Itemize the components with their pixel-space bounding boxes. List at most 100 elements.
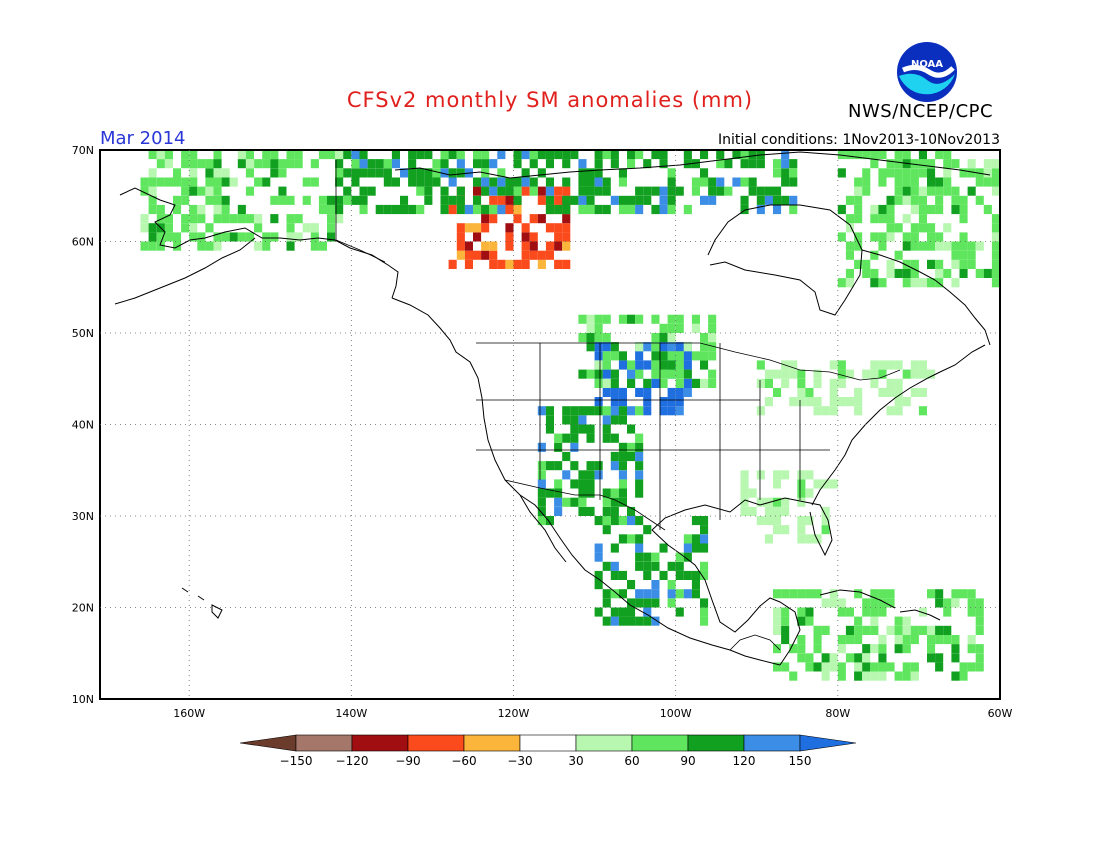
anomaly-cell	[935, 625, 944, 635]
anomaly-cell	[602, 177, 611, 187]
anomaly-cell	[140, 223, 149, 233]
anomaly-cell	[140, 177, 149, 187]
anomaly-cell	[173, 177, 182, 187]
anomaly-cell	[602, 433, 611, 443]
anomaly-cell	[683, 360, 692, 370]
anomaly-cell	[554, 186, 563, 196]
anomaly-cell	[627, 406, 636, 416]
anomaly-cell	[618, 397, 627, 407]
anomaly-cell	[618, 616, 627, 626]
anomaly-cell	[700, 195, 709, 205]
anomaly-cell	[213, 150, 222, 160]
anomaly-cell	[562, 433, 571, 443]
anomaly-cell	[610, 351, 619, 361]
anomaly-cell	[618, 534, 627, 544]
anomaly-cell	[505, 259, 514, 269]
anomaly-cell	[991, 159, 1000, 169]
anomaly-cell	[618, 204, 627, 215]
anomaly-cell	[440, 159, 449, 169]
anomaly-cell	[245, 159, 254, 169]
anomaly-cell	[959, 589, 968, 599]
anomaly-cell	[845, 241, 854, 251]
anomaly-cell	[643, 570, 652, 580]
anomaly-cell	[408, 204, 417, 215]
anomaly-cell	[173, 232, 182, 242]
anomaly-cell	[618, 570, 627, 580]
anomaly-cell	[618, 497, 627, 507]
anomaly-cell	[643, 378, 652, 388]
anomaly-cell	[594, 543, 603, 553]
lat-tick-label: 70N	[72, 144, 94, 157]
lon-tick-label: 140W	[335, 707, 367, 720]
anomaly-cell	[845, 195, 854, 205]
anomaly-cell	[797, 635, 806, 645]
anomaly-cell	[748, 159, 757, 169]
anomaly-cell	[708, 186, 717, 196]
anomaly-cell	[562, 177, 571, 187]
anomaly-cell	[148, 150, 157, 160]
anomaly-cell	[221, 195, 230, 205]
anomaly-cell	[262, 177, 271, 187]
anomaly-cell	[910, 671, 919, 681]
anomaly-cell	[821, 506, 830, 516]
anomaly-cell	[643, 598, 652, 608]
anomaly-cell	[610, 616, 619, 626]
anomaly-cell	[789, 589, 798, 599]
anomaly-cell	[521, 250, 530, 260]
anomaly-cell	[691, 570, 700, 580]
anomaly-cell	[408, 177, 417, 187]
anomaly-cell	[878, 150, 887, 160]
anomaly-cell	[570, 497, 579, 507]
anomaly-cell	[643, 525, 652, 535]
anomaly-cell	[294, 159, 303, 169]
anomaly-cell	[935, 662, 944, 672]
anomaly-cell	[659, 351, 668, 361]
anomaly-cell	[927, 589, 936, 599]
anomaly-cell	[918, 214, 927, 224]
anomaly-cell	[618, 461, 627, 471]
anomaly-cell	[643, 616, 652, 626]
anomaly-cell	[602, 342, 611, 352]
anomaly-cell	[489, 204, 498, 215]
anomaly-cell	[286, 195, 295, 205]
anomaly-cell	[927, 635, 936, 645]
anomaly-cell	[586, 333, 595, 343]
anomaly-cell	[148, 186, 157, 196]
anomaly-cell	[578, 415, 587, 425]
anomaly-cell	[148, 232, 157, 242]
anomaly-cell	[651, 580, 660, 590]
anomaly-cell	[635, 461, 644, 471]
anomaly-cell	[700, 177, 709, 187]
anomaly-cell	[797, 525, 806, 535]
anomaly-cell	[229, 214, 238, 224]
anomaly-cell	[700, 607, 709, 617]
anomaly-cell	[886, 378, 895, 388]
anomaly-cell	[497, 177, 506, 187]
anomaly-cell	[902, 635, 911, 645]
anomaly-cell	[602, 369, 611, 379]
anomaly-cell	[618, 607, 627, 617]
anomaly-cell	[862, 369, 871, 379]
anomaly-cell	[975, 607, 984, 617]
anomaly-cell	[700, 561, 709, 571]
anomaly-cell	[845, 278, 854, 288]
anomaly-cell	[918, 204, 927, 215]
anomaly-cell	[140, 186, 149, 196]
anomaly-cell	[902, 671, 911, 681]
anomaly-cell	[554, 259, 563, 269]
anomaly-cell	[618, 351, 627, 361]
anomaly-cell	[562, 451, 571, 462]
anomaly-cell	[367, 168, 376, 178]
anomaly-cell	[935, 150, 944, 160]
anomaly-cell	[845, 397, 854, 407]
anomaly-cell	[764, 195, 773, 205]
anomaly-cell	[708, 195, 717, 205]
anomaly-cell	[894, 159, 903, 169]
anomaly-cell	[967, 598, 976, 608]
anomaly-cell	[578, 424, 587, 434]
anomaly-cell	[870, 598, 879, 608]
anomaly-cell	[513, 214, 522, 224]
anomaly-cell	[602, 204, 611, 215]
anomaly-cell	[197, 204, 206, 215]
anomaly-cell	[602, 150, 611, 160]
